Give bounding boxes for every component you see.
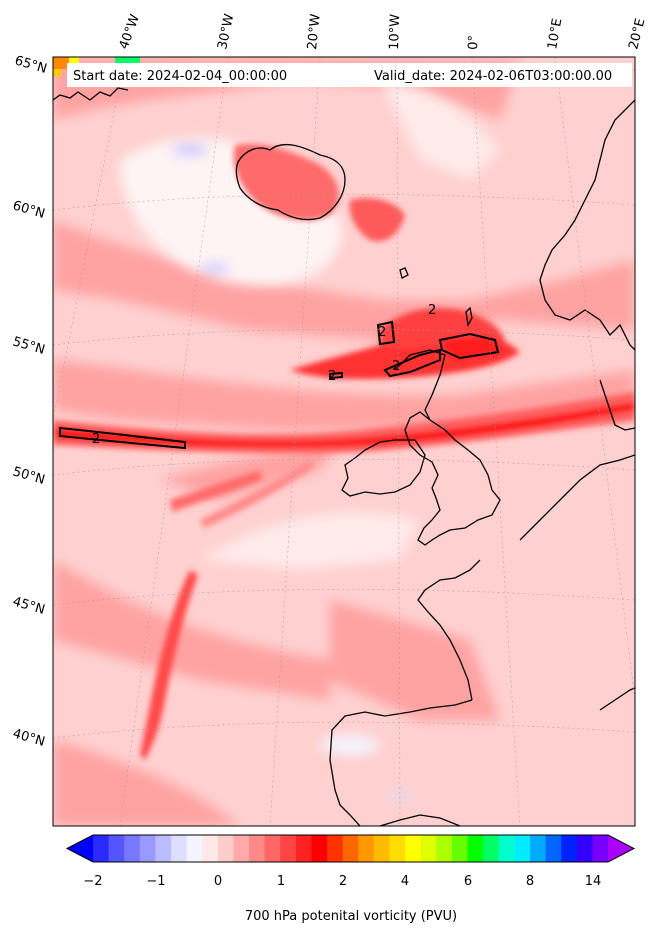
lat-label: 45°N xyxy=(11,594,47,617)
colorbar-segment xyxy=(124,835,141,862)
colorbar-segment xyxy=(186,835,203,862)
colorbar-extend-max xyxy=(608,835,634,862)
italy-coast xyxy=(599,687,635,711)
colorbar-segment xyxy=(514,835,531,862)
colorbar-tick-label: −1 xyxy=(146,874,165,889)
map-panel: 2 2 2 2 2 xyxy=(53,57,635,826)
shetland-coast xyxy=(465,306,473,327)
colorbar-segment xyxy=(295,835,312,862)
contour-label: 2 xyxy=(328,369,336,384)
colorbar-segment xyxy=(576,835,593,862)
colorbar-segment xyxy=(171,835,188,862)
colorbar-tick-label: 4 xyxy=(401,874,409,889)
greenland-coast xyxy=(53,87,129,101)
ireland-coast xyxy=(341,439,426,497)
colorbar-segment xyxy=(342,835,359,862)
france-coast xyxy=(417,559,481,701)
colorbar-extend-min xyxy=(67,835,93,862)
colorbar-segment xyxy=(483,835,500,862)
lon-label: 10°W xyxy=(387,14,403,51)
lon-label: 20°E xyxy=(626,17,648,51)
colorbar-segment xyxy=(451,835,469,862)
lon-label: 40°W xyxy=(117,12,143,51)
faroe-coast xyxy=(399,267,409,279)
lon-label: 30°W xyxy=(215,12,237,50)
scandinavia-coast xyxy=(539,99,635,351)
colorbar-segment xyxy=(233,835,250,862)
colorbar-segment xyxy=(420,835,437,862)
colorbar-tick-label: 6 xyxy=(464,874,472,889)
colorbar-tick-label: −2 xyxy=(83,874,102,889)
colorbar-tick-label: 8 xyxy=(526,874,534,889)
great-britain-coast xyxy=(404,411,501,546)
colorbar-tick-label: 0 xyxy=(214,874,222,889)
pv-contour-2 xyxy=(59,320,500,450)
colorbar-segment xyxy=(498,835,515,862)
lat-label: 60°N xyxy=(11,198,47,221)
longitude-labels: 40°W 30°W 20°W 10°W 0° 10°E 20°E xyxy=(117,12,649,51)
colorbar-tick-label: 1 xyxy=(277,874,285,889)
map-frame xyxy=(52,56,636,827)
colorbar-segment xyxy=(108,835,125,862)
coastlines xyxy=(53,87,635,826)
colorbar-segment xyxy=(561,835,578,862)
colorbar-outline xyxy=(65,834,636,863)
colorbar-segment xyxy=(93,835,110,862)
colorbar-title: 700 hPa potenital vorticity (PVU) xyxy=(245,909,457,924)
scotland-coast xyxy=(394,349,446,421)
colorbar-ticks: −2 −1 0 1 2 4 6 8 10 12 14 xyxy=(83,874,601,889)
colorbar-segment xyxy=(249,835,266,862)
north-africa-coast xyxy=(379,814,461,826)
colorbar-segment xyxy=(467,835,484,862)
lat-label: 55°N xyxy=(11,334,47,357)
pv-field-strong xyxy=(53,143,635,760)
lat-label: 65°N xyxy=(13,53,49,76)
colorbar-segment xyxy=(545,835,562,862)
iberia-coast xyxy=(329,699,473,826)
contour-label: 2 xyxy=(92,432,100,447)
contour-label: 2 xyxy=(428,303,436,318)
lat-label: 50°N xyxy=(11,464,47,487)
colorbar-segment xyxy=(327,835,344,862)
colorbar xyxy=(65,834,636,863)
colorbar-segment xyxy=(155,835,172,862)
lon-label: 10°E xyxy=(545,17,565,50)
colorbar-segment xyxy=(405,835,422,862)
iceland-coast xyxy=(235,143,346,221)
colorbar-tick-label: 2 xyxy=(339,874,347,889)
start-date-label: Start date: 2024-02-04_00:00:00 xyxy=(73,69,287,84)
colorbar-segment xyxy=(280,835,297,862)
colorbar-segment xyxy=(202,835,219,862)
latitude-labels: 65°N 60°N 55°N 50°N 45°N 40°N xyxy=(11,53,49,749)
colorbar-segment xyxy=(436,835,453,862)
lat-label: 40°N xyxy=(11,726,47,749)
colorbar-tick-label: 14 xyxy=(585,874,602,889)
colorbar-segment xyxy=(389,835,406,862)
colorbar-segment xyxy=(373,835,391,862)
valid-date-label: Valid_date: 2024-02-06T03:00:00.00 xyxy=(374,69,612,84)
low-countries-coast xyxy=(519,454,635,541)
colorbar-segment xyxy=(358,835,375,862)
colorbar-segment xyxy=(592,835,609,862)
lon-label: 0° xyxy=(466,35,482,50)
contour-label: 2 xyxy=(378,325,386,340)
colorbar-segment xyxy=(311,835,328,862)
header-box xyxy=(67,63,632,87)
denmark-coast xyxy=(599,379,635,431)
colorbar-segment xyxy=(529,835,547,862)
colorbar-segment xyxy=(217,835,234,862)
colorbar-segment xyxy=(264,835,281,862)
colorbar-segment xyxy=(139,835,156,862)
lon-label: 20°W xyxy=(305,13,324,50)
contour-label: 2 xyxy=(392,359,400,374)
